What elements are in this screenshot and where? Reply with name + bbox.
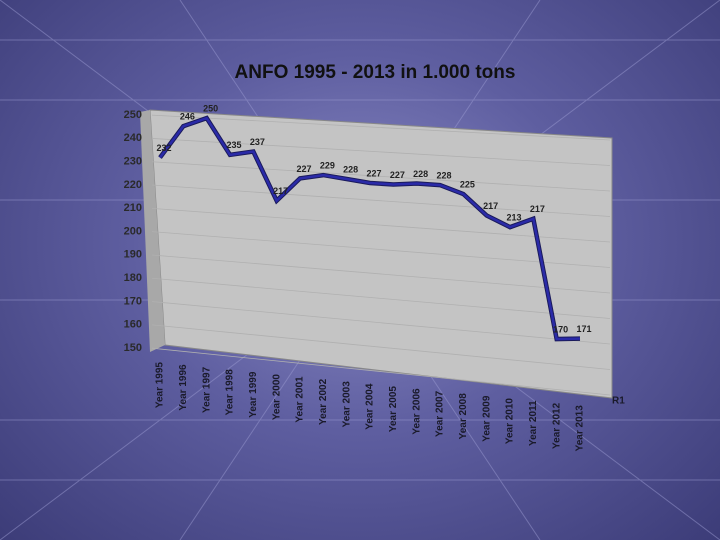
grid-line	[151, 184, 611, 217]
data-label: 227	[296, 164, 311, 174]
grid-line	[151, 347, 611, 396]
series-line	[158, 116, 581, 341]
grid-line	[151, 138, 611, 166]
data-label: 228	[343, 164, 358, 174]
y-tick-label: 160	[124, 319, 142, 331]
x-tick-label: Year 1999	[248, 371, 259, 418]
x-tick-label: Year 2013	[575, 405, 586, 452]
x-tick-label: Year 2009	[481, 395, 492, 442]
data-label: 235	[226, 140, 241, 150]
grid-line	[151, 324, 611, 370]
data-label: 228	[436, 170, 451, 180]
y-tick-label: 240	[124, 132, 142, 144]
data-label: 217	[530, 204, 545, 214]
x-tick-label: Year 1997	[201, 366, 212, 413]
x-tick-label: Year 1996	[178, 364, 189, 411]
x-tick-label: Year 2001	[295, 376, 306, 423]
y-tick-label: 180	[124, 272, 142, 284]
plot-side	[140, 110, 165, 352]
x-tick-label: Year 2005	[388, 386, 399, 433]
y-tick-label: 250	[124, 109, 142, 121]
data-label: 229	[320, 160, 335, 170]
data-label: 227	[366, 168, 381, 178]
data-label: 171	[576, 324, 591, 334]
y-tick-label: 220	[124, 179, 142, 191]
grid-line	[151, 277, 611, 319]
chart-title: ANFO 1995 - 2013 in 1.000 tons	[235, 62, 516, 83]
data-label: 217	[483, 201, 498, 211]
y-tick-label: 170	[124, 295, 142, 307]
y-tick-label: 190	[124, 249, 142, 261]
y-tick-label: 150	[124, 342, 142, 354]
data-label: 213	[506, 213, 521, 223]
data-label: 227	[390, 170, 405, 180]
x-tick-label: Year 2010	[505, 398, 516, 445]
y-tick-label: 200	[124, 225, 142, 237]
data-label: 250	[203, 103, 218, 113]
y-tick-label: 210	[124, 202, 142, 214]
x-tick-label: Year 1995	[155, 362, 166, 409]
data-label: 225	[460, 179, 475, 189]
x-tick-label: Year 2002	[318, 378, 329, 425]
grid-line	[151, 301, 611, 345]
data-label: 246	[180, 112, 195, 122]
x-tick-label: Year 2012	[551, 402, 562, 449]
x-tick-label: Year 2003	[341, 381, 352, 428]
x-tick-label: Year 1998	[225, 369, 236, 416]
x-tick-label: Year 2008	[458, 393, 469, 440]
x-tick-label: Year 2004	[365, 383, 376, 430]
grid-line	[151, 254, 611, 294]
data-label: 170	[553, 324, 568, 334]
data-label: 217	[273, 186, 288, 196]
x-tick-label: Year 2006	[411, 388, 422, 435]
x-tick-label: Year 2011	[528, 400, 539, 446]
x-tick-label: Year 2000	[271, 374, 282, 421]
x-tick-label: Year 2007	[435, 390, 446, 437]
data-label: 232	[156, 143, 171, 153]
grid-line	[151, 231, 611, 268]
legend-entry: R1	[612, 396, 625, 407]
grid-line	[151, 207, 611, 243]
grid-line	[151, 114, 611, 141]
grid-line	[151, 161, 611, 192]
data-label: 228	[413, 169, 428, 179]
y-tick-label: 230	[124, 156, 142, 168]
data-label: 237	[250, 137, 265, 147]
